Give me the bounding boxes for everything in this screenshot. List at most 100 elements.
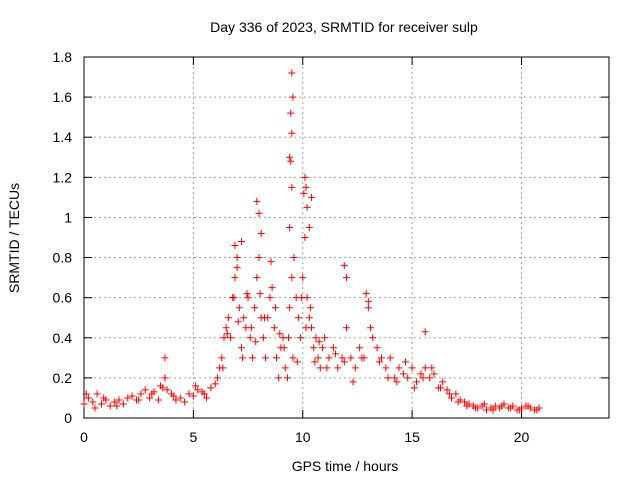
data-point: [273, 354, 280, 362]
data-point: [308, 193, 315, 201]
data-point: [349, 378, 357, 386]
data-point: [303, 203, 311, 211]
data-point: [172, 396, 180, 404]
data-point: [298, 294, 306, 302]
data-point: [286, 223, 294, 231]
data-point: [248, 354, 256, 362]
y-tick-label: 0.8: [53, 250, 73, 266]
data-point: [163, 386, 171, 394]
data-point: [297, 334, 305, 342]
data-point: [251, 304, 259, 312]
data-point: [410, 384, 418, 392]
data-point: [491, 402, 499, 410]
data-point: [218, 354, 226, 362]
data-point: [161, 374, 169, 382]
data-point: [312, 334, 320, 342]
data-point: [211, 380, 219, 388]
data-point: [426, 374, 434, 382]
data-point: [255, 209, 263, 217]
y-tick-label: 1: [64, 209, 72, 225]
data-point: [369, 334, 377, 342]
data-point: [170, 392, 178, 400]
data-point: [157, 382, 165, 390]
y-tick-label: 0.4: [53, 330, 73, 346]
plot-frame: [83, 56, 610, 419]
chart-title: Day 336 of 2023, SRMTID for receiver sul…: [210, 19, 478, 35]
data-point: [288, 183, 296, 191]
data-point: [280, 344, 288, 352]
data-point: [358, 354, 366, 362]
data-point: [247, 324, 255, 332]
data-point: [231, 274, 239, 282]
data-point: [260, 314, 268, 322]
axes: [83, 56, 610, 419]
data-point: [289, 93, 297, 101]
data-point: [454, 398, 462, 406]
data-point: [362, 290, 370, 298]
data-point: [82, 390, 90, 398]
y-axis-label: SRMTID / TECUs: [6, 183, 22, 293]
data-point: [233, 264, 241, 272]
data-point: [310, 344, 318, 352]
data-point: [343, 324, 350, 332]
data-point: [314, 354, 322, 362]
data-point: [364, 304, 372, 312]
data-point: [515, 406, 523, 414]
data-point: [386, 354, 394, 362]
data-point: [321, 334, 329, 342]
data-point: [347, 354, 355, 362]
data-point: [154, 396, 162, 404]
data-point: [286, 153, 294, 161]
data-point: [524, 402, 532, 410]
data-point: [340, 262, 348, 270]
data-point: [113, 402, 121, 410]
data-point: [294, 314, 302, 322]
data-point: [231, 242, 239, 250]
data-point: [255, 254, 263, 262]
data-point: [463, 402, 471, 410]
data-point: [271, 304, 279, 312]
data-point: [445, 390, 453, 398]
data-point: [373, 344, 381, 352]
data-point: [243, 290, 251, 298]
data-point: [119, 400, 127, 408]
data-point: [289, 354, 297, 362]
x-tick-label: 0: [80, 429, 88, 445]
y-tick-label: 0.2: [53, 370, 73, 386]
data-point: [281, 364, 289, 372]
data-point: [288, 129, 296, 137]
data-point: [439, 378, 447, 386]
data-point: [124, 394, 132, 402]
y-tick-label: 1.6: [53, 89, 73, 105]
data-point: [233, 254, 241, 262]
data-point: [413, 378, 420, 386]
data-point: [106, 402, 114, 410]
data-point: [244, 294, 252, 302]
data-point: [253, 274, 261, 282]
data-point: [253, 197, 261, 205]
data-point: [417, 370, 425, 378]
data-point: [533, 406, 541, 414]
data-point: [489, 406, 497, 414]
y-tick-label: 1.8: [53, 49, 73, 65]
data-point: [189, 392, 197, 400]
data-point: [141, 386, 149, 394]
data-point: [185, 390, 193, 398]
data-point: [267, 258, 275, 266]
data-point: [283, 374, 291, 382]
data-point: [238, 238, 245, 246]
data-point: [100, 394, 108, 402]
data-point: [340, 358, 348, 366]
data-point: [323, 364, 331, 372]
data-point: [384, 374, 392, 382]
data-point: [192, 382, 200, 390]
data-point: [93, 390, 101, 398]
data-point: [286, 304, 294, 312]
data-point: [98, 400, 105, 408]
data-point: [452, 390, 460, 398]
data-point: [290, 254, 298, 262]
data-point: [315, 338, 323, 346]
data-point: [461, 398, 469, 406]
data-point: [135, 396, 143, 404]
data-point: [480, 400, 488, 408]
